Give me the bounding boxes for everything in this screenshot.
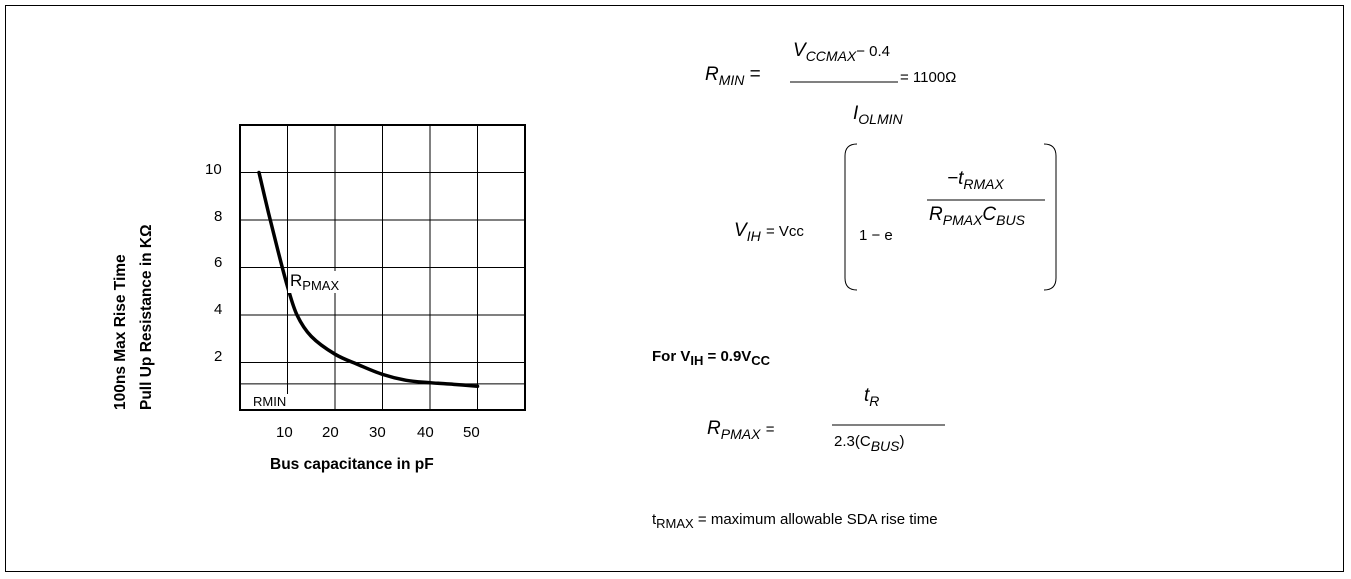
rpmax-denominator: 2.3(CBUS) bbox=[834, 433, 905, 454]
rmin-numerator: VCCMAX− 0.4 bbox=[793, 40, 891, 64]
rpmax-numerator: tR bbox=[864, 385, 880, 409]
y-axis-label-line1: 100ns Max Rise Time bbox=[112, 254, 129, 410]
y-tick-label: 2 bbox=[214, 348, 223, 365]
vih-equation-lhs: VIH = Vcc bbox=[734, 220, 804, 244]
rmin-equation-lhs: RMIN = bbox=[705, 64, 761, 88]
x-tick-label: 50 bbox=[463, 424, 480, 441]
x-tick-label: 40 bbox=[417, 424, 434, 441]
plot-frame bbox=[239, 124, 526, 411]
rpmax-curve bbox=[257, 170, 480, 388]
y-tick-label: 6 bbox=[214, 254, 223, 271]
figure-frame bbox=[5, 5, 1344, 572]
x-tick-label: 20 bbox=[322, 424, 339, 441]
trmax-note: tRMAX = maximum allowable SDA rise time bbox=[652, 511, 938, 531]
y-tick-label: 10 bbox=[205, 161, 222, 178]
vih-left-paren bbox=[844, 143, 858, 291]
y-tick-label: 8 bbox=[214, 208, 223, 225]
x-tick-label: 30 bbox=[369, 424, 386, 441]
rmin-denominator: IOLMIN bbox=[853, 103, 903, 127]
vih-one-minus-e: 1 − e bbox=[859, 227, 893, 244]
y-tick-label: 4 bbox=[214, 301, 223, 318]
vih-exponent-numerator: −tRMAX bbox=[947, 168, 1004, 192]
rmin-label: RMIN bbox=[250, 394, 290, 409]
x-tick-label: 10 bbox=[276, 424, 293, 441]
vih-right-paren bbox=[1043, 143, 1057, 291]
vih-condition: For VIH = 0.9VCC bbox=[652, 348, 771, 368]
rmin-result: = 1100Ω bbox=[900, 69, 957, 86]
vih-exponent-denominator: RPMAXCBUS bbox=[929, 204, 1025, 228]
rpmax-equation-lhs: RPMAX = bbox=[707, 418, 775, 442]
x-axis-label: Bus capacitance in pF bbox=[270, 456, 434, 473]
rpmax-label: RPMAX bbox=[288, 271, 342, 293]
y-axis-label-line2: Pull Up Resistance in KΩ bbox=[138, 224, 155, 410]
